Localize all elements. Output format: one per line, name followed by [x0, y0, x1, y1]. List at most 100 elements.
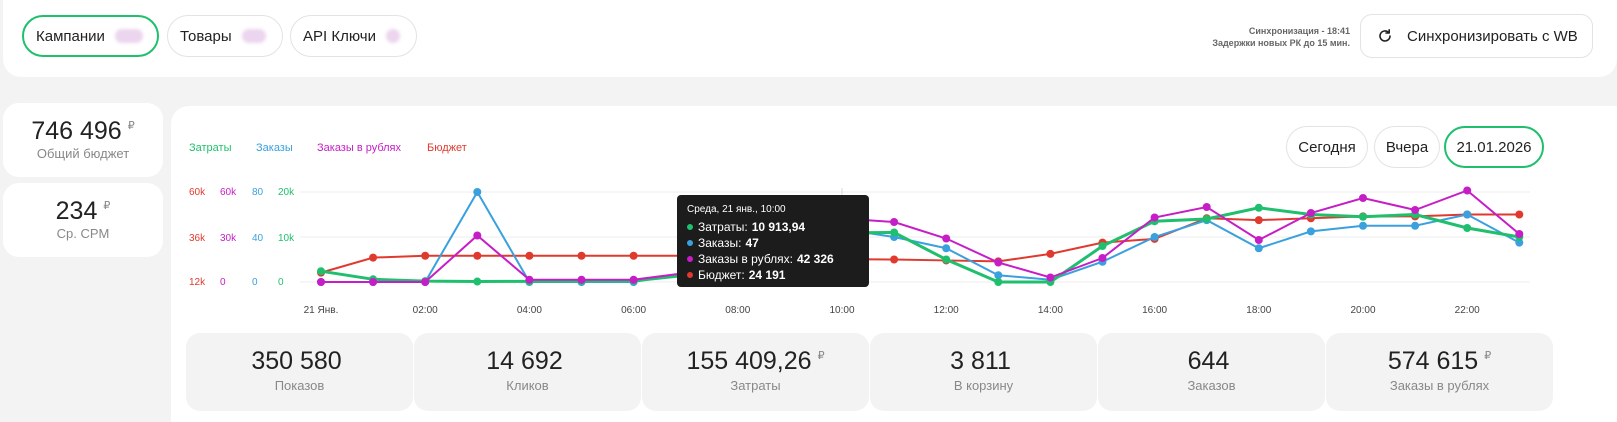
data-point[interactable]	[369, 253, 378, 262]
legend-costs[interactable]: Затраты	[189, 142, 232, 154]
legend-dot	[687, 272, 693, 278]
date-label: 21.01.2026	[1456, 138, 1532, 156]
tab-api-keys[interactable]: API Ключи	[290, 15, 417, 57]
data-point[interactable]	[1306, 209, 1315, 217]
data-point[interactable]	[942, 234, 951, 243]
data-point[interactable]	[1202, 203, 1211, 211]
yesterday-button[interactable]: Вчера	[1374, 126, 1440, 168]
data-point[interactable]	[1098, 254, 1107, 262]
legend-dot	[687, 256, 693, 262]
currency-sign: ₽	[127, 120, 135, 132]
stat-label: Затраты	[730, 378, 781, 393]
data-point[interactable]	[1150, 213, 1159, 222]
data-point[interactable]	[1411, 221, 1420, 230]
avg-cpm-card: 234 ₽ Ср. CPM	[3, 183, 163, 257]
data-point[interactable]	[1150, 233, 1159, 241]
data-point[interactable]	[421, 278, 430, 286]
stat-value: 3 811	[950, 347, 1011, 375]
count-badge	[385, 29, 400, 43]
data-point[interactable]	[1359, 212, 1367, 221]
tooltip-title: Среда, 21 янв., 10:00	[687, 204, 786, 215]
data-point[interactable]	[629, 275, 638, 284]
series-line-1	[321, 190, 1520, 283]
data-point[interactable]	[1254, 216, 1263, 225]
data-point[interactable]	[890, 218, 899, 226]
data-point[interactable]	[577, 275, 586, 284]
data-point[interactable]	[577, 251, 586, 260]
data-point[interactable]	[1359, 221, 1367, 230]
data-point[interactable]	[629, 251, 638, 260]
series-line-2	[321, 189, 1520, 283]
data-point[interactable]	[1046, 273, 1055, 282]
data-point[interactable]	[890, 228, 899, 237]
sync-delay-note: Задержки новых РК до 15 мин.	[1212, 38, 1350, 48]
stat-label: Заказов	[1187, 378, 1236, 393]
sync-info: Синхронизация - 18:41 Задержки новых РК …	[1212, 25, 1350, 49]
stat-orders-rub: 574 615 ₽ Заказы в рублях	[1326, 333, 1553, 411]
data-point[interactable]	[1515, 210, 1524, 219]
y-tick-budget: 36k	[189, 233, 206, 244]
x-tick-label: 20:00	[1350, 305, 1376, 316]
tab-label: Кампании	[36, 27, 105, 45]
data-point[interactable]	[1202, 215, 1211, 223]
y-tick-budget: 12k	[189, 277, 206, 288]
data-point[interactable]	[473, 277, 482, 286]
stat-label: Заказы в рублях	[1389, 378, 1490, 393]
data-point[interactable]	[1515, 238, 1524, 247]
data-point[interactable]	[1515, 230, 1524, 238]
data-point[interactable]	[369, 278, 378, 286]
currency-sign: ₽	[817, 350, 825, 362]
data-point[interactable]	[421, 251, 430, 260]
data-point[interactable]	[942, 255, 951, 264]
tooltip-row-orders-rub: Заказы в рублях: 42 326	[687, 251, 859, 267]
legend-orders[interactable]: Заказы	[256, 142, 293, 154]
y-tick-orders-rub: 60k	[220, 187, 237, 198]
data-point[interactable]	[473, 188, 482, 196]
tab-campaigns[interactable]: Кампании	[22, 15, 159, 57]
data-point[interactable]	[1306, 227, 1315, 236]
data-point[interactable]	[1463, 224, 1472, 232]
tab-products[interactable]: Товары	[167, 15, 283, 57]
y-tick-orders: 40	[252, 233, 264, 244]
data-point[interactable]	[473, 251, 482, 260]
data-point[interactable]	[525, 275, 534, 284]
tooltip-label: Затраты:	[698, 220, 748, 234]
data-point[interactable]	[1254, 244, 1263, 253]
tab-label: API Ключи	[303, 27, 376, 45]
data-point[interactable]	[1359, 194, 1367, 202]
sync-button[interactable]: Синхронизировать с WB	[1360, 14, 1593, 58]
data-point[interactable]	[994, 271, 1003, 280]
legend-dot	[687, 224, 693, 230]
data-point[interactable]	[1098, 242, 1107, 250]
data-point[interactable]	[317, 267, 325, 276]
legend-dot	[687, 240, 693, 246]
total-budget-label: Общий бюджет	[36, 146, 130, 161]
data-point[interactable]	[1411, 206, 1420, 214]
data-point[interactable]	[1254, 203, 1263, 212]
data-point[interactable]	[942, 244, 951, 253]
data-point[interactable]	[1463, 186, 1472, 195]
data-point[interactable]	[317, 278, 325, 286]
data-point[interactable]	[1046, 249, 1055, 258]
series-line-3	[320, 213, 1520, 274]
stat-value: 574 615	[1387, 347, 1479, 375]
data-point[interactable]	[890, 255, 899, 264]
stat-clicks: 14 692 Кликов	[414, 333, 641, 411]
stat-value: 14 692	[486, 347, 563, 375]
legend-orders-rub[interactable]: Заказы в рублях	[317, 142, 402, 154]
stat-label: В корзину	[953, 378, 1014, 393]
today-button[interactable]: Сегодня	[1286, 126, 1368, 168]
date-picker-button[interactable]: 21.01.2026	[1444, 126, 1544, 168]
tooltip-row-costs: Затраты: 10 913,94	[687, 219, 859, 235]
data-point[interactable]	[525, 251, 534, 260]
data-point[interactable]	[994, 278, 1003, 286]
data-point[interactable]	[1254, 236, 1263, 244]
legend-budget[interactable]: Бюджет	[427, 142, 467, 154]
tooltip-label: Бюджет:	[698, 268, 745, 282]
data-point[interactable]	[994, 258, 1003, 267]
data-point[interactable]	[473, 231, 482, 240]
data-point[interactable]	[1463, 210, 1472, 219]
tooltip-row-orders: Заказы: 47	[687, 235, 859, 251]
x-tick-label: 16:00	[1142, 305, 1168, 316]
x-tick-label: 12:00	[933, 305, 959, 316]
